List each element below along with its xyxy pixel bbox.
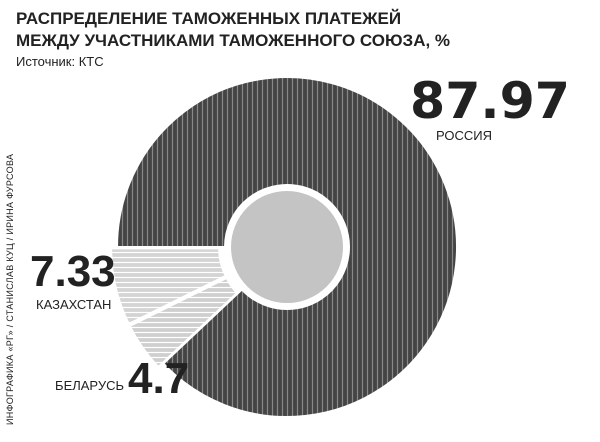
credit: ИНФОГРАФИКА «РГ» / СТАНИСЛАВ КУЦ / ИРИНА… (5, 154, 15, 425)
data-label: 4.7 (128, 354, 189, 403)
data-label: 7.33 (30, 247, 116, 296)
data-label: 87.97 (410, 72, 570, 130)
category-label: БЕЛАРУСЬ (55, 378, 124, 393)
chart-subtitle: Источник: КТС (16, 54, 104, 69)
chart-title: МЕЖДУ УЧАСТНИКАМИ ТАМОЖЕННОГО СОЮЗА, % (16, 31, 450, 50)
chart-title: РАСПРЕДЕЛЕНИЕ ТАМОЖЕННЫХ ПЛАТЕЖЕЙ (16, 9, 401, 28)
category-label: КАЗАХСТАН (36, 297, 111, 312)
pie-slice (115, 76, 458, 418)
pie-slice (128, 276, 239, 369)
pie-slice (110, 247, 227, 326)
donut-hole (227, 187, 347, 307)
category-label: РОССИЯ (436, 128, 492, 143)
